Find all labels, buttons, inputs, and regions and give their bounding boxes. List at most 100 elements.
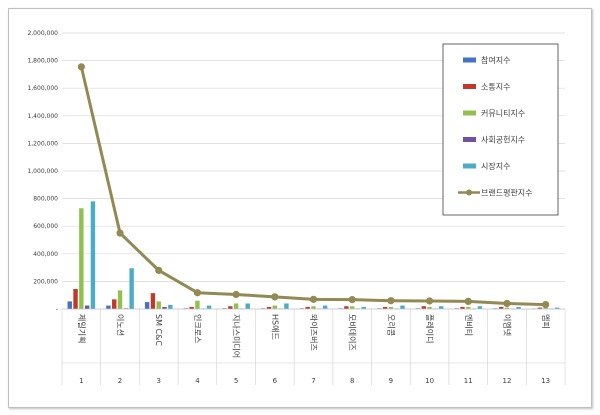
bar-5 — [284, 303, 289, 309]
legend-label: 소통지수 — [481, 83, 510, 92]
bar-2 — [344, 306, 349, 309]
legend-swatch — [463, 163, 476, 169]
y-tick-label: 800,000 — [33, 196, 58, 203]
bar-2 — [228, 306, 233, 309]
bar-3 — [79, 208, 84, 309]
category-label: 모비데이즈 — [348, 314, 358, 351]
line-point — [387, 297, 395, 305]
bar-2 — [112, 299, 117, 309]
bar-2 — [498, 306, 504, 309]
line-point — [542, 300, 550, 309]
bar-3 — [311, 306, 316, 309]
legend-box — [442, 43, 559, 216]
bar-4 — [162, 306, 167, 309]
bar-2 — [266, 306, 272, 309]
category-number: 7 — [311, 377, 315, 385]
y-tick-label: 2,000,000 — [27, 30, 58, 37]
bar-5 — [438, 306, 444, 309]
category-label: 인크로스 — [193, 314, 203, 343]
y-tick-label: 1,000,000 — [27, 168, 58, 175]
line-point — [348, 296, 356, 304]
bar-3 — [233, 303, 239, 309]
category-label: 엠피 — [541, 314, 551, 329]
bar-1 — [67, 301, 72, 309]
category-number: 3 — [156, 377, 160, 385]
bar-5 — [555, 307, 560, 309]
bar-5 — [129, 268, 134, 309]
category-label: 지나스미디어 — [232, 314, 242, 358]
category-number: 1 — [79, 377, 83, 385]
category-number: 10 — [425, 377, 434, 385]
category-label: 와이즈버즈 — [309, 314, 319, 351]
legend-label: 브랜드평판지수 — [481, 188, 533, 198]
category-label: 오리콤 — [386, 314, 395, 336]
bar-2 — [460, 306, 465, 309]
legend-label: 사회공헌지수 — [481, 136, 525, 145]
line-point — [193, 289, 202, 297]
bar-5 — [400, 305, 405, 309]
bar-3 — [504, 307, 510, 309]
bar-2 — [421, 306, 426, 309]
category-number: 8 — [350, 377, 354, 385]
legend-swatch — [463, 84, 476, 89]
category-number: 4 — [195, 377, 200, 385]
bar-5 — [516, 306, 521, 309]
bar-5 — [477, 306, 483, 309]
y-tick-label: 600,000 — [33, 223, 58, 230]
bar-3 — [117, 290, 123, 309]
bar-5 — [322, 305, 328, 309]
legend-swatch — [463, 137, 476, 142]
bar-1 — [144, 302, 150, 309]
bar-1 — [106, 305, 111, 309]
y-tick-label: 200,000 — [33, 278, 58, 285]
line-point — [232, 290, 240, 299]
category-number: 13 — [541, 377, 550, 385]
bar-3 — [466, 306, 471, 309]
category-label: 이노션 — [116, 314, 126, 336]
category-label: 제일기획 — [77, 314, 87, 343]
category-label: 엔비티 — [464, 314, 474, 336]
y-tick-label: 1,400,000 — [27, 113, 58, 120]
category-number: 12 — [503, 377, 512, 385]
bar-3 — [427, 306, 432, 309]
bar-5 — [206, 305, 212, 309]
bar-3 — [388, 306, 394, 309]
category-number: 11 — [464, 377, 473, 385]
category-label: 플레이디 — [425, 314, 435, 343]
bar-2 — [189, 306, 194, 309]
category-number: 9 — [389, 377, 393, 385]
line-point — [425, 297, 434, 305]
y-tick-label: 1,800,000 — [27, 58, 58, 65]
bar-3 — [195, 300, 200, 309]
bar-5 — [361, 306, 366, 309]
category-number: 6 — [273, 377, 278, 385]
line-point — [155, 266, 163, 274]
bar-2 — [382, 306, 388, 309]
bar-3 — [543, 307, 548, 309]
legend-label: 참여지수 — [481, 55, 510, 65]
category-label: SM C&C — [154, 314, 163, 346]
line-point — [464, 297, 472, 306]
legend-swatch-point — [466, 189, 472, 196]
line-point — [77, 63, 85, 71]
legend-swatch — [463, 57, 476, 63]
bar-3 — [272, 305, 278, 309]
bar-2 — [150, 293, 156, 309]
bar-5 — [90, 201, 96, 309]
bar-2 — [537, 307, 543, 309]
bar-5 — [168, 304, 173, 309]
bar-3 — [349, 306, 355, 309]
line-point — [503, 299, 511, 308]
y-tick-label: 400,000 — [33, 251, 58, 258]
y-tick-label: 1,600,000 — [27, 85, 58, 92]
bar-2 — [73, 288, 78, 309]
y-tick-label: 1,200,000 — [27, 140, 58, 147]
line-point — [271, 293, 279, 301]
category-number: 5 — [234, 377, 238, 385]
y-tick-label: - — [56, 306, 58, 313]
line-point — [116, 229, 124, 237]
bar-3 — [156, 301, 161, 309]
legend-label: 커뮤니티지수 — [481, 108, 525, 118]
category-number: 2 — [118, 377, 122, 385]
